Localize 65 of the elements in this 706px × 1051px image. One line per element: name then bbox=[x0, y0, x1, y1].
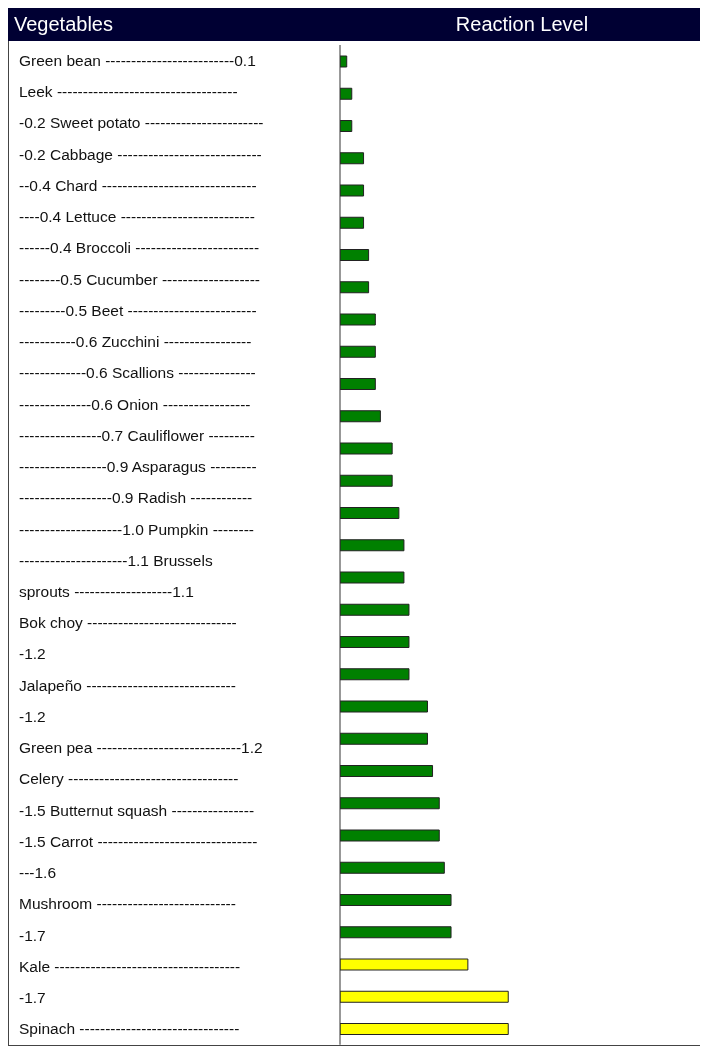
text: -0.2 Cabbage ---------------------------- bbox=[19, 144, 263, 165]
text: -1.2 bbox=[19, 706, 47, 727]
bar bbox=[340, 152, 365, 165]
text: Bok choy ----------------------------- bbox=[19, 613, 238, 634]
text: Celery --------------------------------- bbox=[19, 769, 240, 790]
text: -1.5 Carrot ------------------------------- bbox=[19, 831, 259, 852]
bar bbox=[340, 539, 405, 552]
bar bbox=[340, 507, 400, 519]
text: -0.2 Sweet potato ----------------------- bbox=[19, 113, 265, 134]
bar bbox=[340, 1023, 509, 1035]
bar bbox=[340, 732, 428, 745]
text: Vegetables bbox=[13, 13, 114, 36]
bar bbox=[340, 636, 410, 648]
text: ------------------0.9 Radish ------------ bbox=[19, 488, 254, 509]
bar bbox=[340, 378, 376, 390]
bar bbox=[340, 281, 370, 294]
text: Spinach ------------------------------- bbox=[19, 1019, 241, 1040]
bar bbox=[340, 474, 393, 487]
text: --------------0.6 Onion ----------------- bbox=[19, 394, 252, 415]
bar bbox=[340, 603, 410, 616]
bar bbox=[340, 990, 509, 1003]
text: ---1.6 bbox=[19, 863, 58, 884]
text: --0.4 Chard ------------------------------ bbox=[19, 175, 258, 196]
text: -1.7 bbox=[19, 925, 47, 946]
bar bbox=[340, 120, 353, 132]
bar bbox=[340, 668, 410, 681]
bar bbox=[340, 184, 365, 197]
text: --------0.5 Cucumber ------------------- bbox=[19, 269, 262, 290]
text: Jalapeño ----------------------------- bbox=[19, 675, 237, 696]
text: Leek ----------------------------------- bbox=[19, 82, 239, 103]
bar bbox=[340, 313, 376, 326]
text: -1.5 Butternut squash ---------------- bbox=[19, 800, 256, 821]
text: ---------0.5 Beet ------------------------- bbox=[19, 300, 258, 321]
text: ------0.4 Broccoli ------------------------ bbox=[19, 238, 261, 259]
text: ----0.4 Lettuce -------------------------- bbox=[19, 207, 256, 228]
bar bbox=[340, 700, 428, 713]
text: ---------------------1.1 Brussels bbox=[19, 550, 214, 571]
bar bbox=[340, 797, 440, 810]
bar bbox=[340, 829, 440, 842]
text: -1.7 bbox=[19, 988, 47, 1009]
text: -----------------0.9 Asparagus --------- bbox=[19, 457, 258, 478]
bar bbox=[340, 410, 381, 423]
text: -----------0.6 Zucchini ----------------- bbox=[19, 332, 253, 353]
bar bbox=[340, 345, 376, 358]
bar bbox=[340, 216, 365, 229]
bar bbox=[340, 571, 405, 584]
bar bbox=[340, 55, 348, 68]
text: -------------0.6 Scallions --------------- bbox=[19, 363, 257, 384]
bar bbox=[340, 87, 353, 100]
bar bbox=[340, 442, 393, 455]
bar bbox=[340, 249, 370, 261]
bar bbox=[340, 958, 469, 971]
text: Mushroom --------------------------- bbox=[19, 894, 237, 915]
bar bbox=[340, 861, 445, 874]
text: Green bean -------------------------0.1 bbox=[19, 51, 257, 71]
bar bbox=[340, 926, 452, 939]
text: sprouts -------------------1.1 bbox=[19, 582, 195, 602]
text: Kale ------------------------------------ bbox=[19, 956, 242, 977]
text: Green pea ----------------------------1.2 bbox=[19, 738, 264, 759]
bar bbox=[340, 894, 452, 906]
text: --------------------1.0 Pumpkin -------- bbox=[19, 519, 255, 540]
chart-title: Reaction Level bbox=[454, 13, 590, 36]
text: ----------------0.7 Cauliflower --------- bbox=[19, 425, 256, 446]
text: -1.2 bbox=[19, 644, 47, 665]
bar bbox=[340, 765, 434, 777]
